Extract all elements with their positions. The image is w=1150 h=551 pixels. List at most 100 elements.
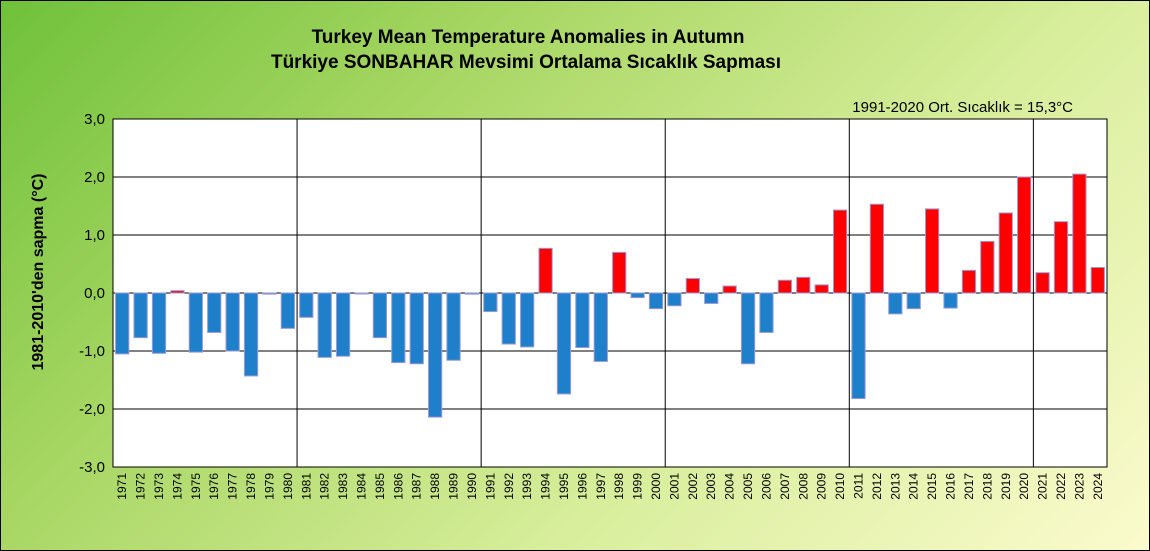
- bar-1984: [354, 292, 369, 295]
- bars: [115, 173, 1105, 418]
- x-tick-label: 1985: [373, 473, 387, 500]
- x-tick-label: 2006: [759, 473, 773, 500]
- x-tick-label: 1992: [502, 473, 516, 500]
- y-tick-label: 1,0: [84, 227, 105, 244]
- x-tick-label: 1995: [557, 473, 571, 500]
- x-tick-label: 2017: [962, 473, 976, 500]
- x-tick-label: 2020: [1017, 473, 1031, 500]
- bar-2015: [925, 208, 940, 294]
- x-tick-label: 2003: [704, 473, 718, 500]
- x-tick-label: 2009: [815, 473, 829, 500]
- x-tick-label: 1999: [631, 473, 645, 500]
- y-tick-label: -2,0: [79, 401, 105, 418]
- x-tick-label: 1975: [189, 473, 203, 500]
- bar-1989: [446, 292, 461, 361]
- bar-1980: [280, 292, 295, 329]
- x-tick-label: 1982: [318, 473, 332, 500]
- bar-2005: [740, 292, 756, 365]
- bar-1996: [575, 292, 590, 349]
- bar-1988: [428, 292, 443, 418]
- mean-temperature-note: 1991-2020 Ort. Sıcaklık = 15,3°C: [852, 99, 1073, 116]
- bar-2007: [777, 279, 792, 294]
- y-axis-label: 1981-2010'den sapma (°C): [30, 174, 47, 371]
- bar-2004: [722, 285, 737, 294]
- bar-1990: [464, 292, 480, 295]
- x-tick-label: 2016: [944, 473, 958, 500]
- bar-1991: [483, 292, 498, 313]
- x-tick-label: 2008: [796, 473, 810, 500]
- bar-2023: [1072, 173, 1087, 294]
- bar-1986: [391, 292, 406, 364]
- bar-2002: [685, 278, 700, 294]
- bar-2019: [998, 212, 1013, 294]
- x-tick-label: 2014: [907, 473, 921, 500]
- bar-1993: [520, 292, 535, 348]
- bar-1995: [556, 292, 572, 395]
- chart-subtitle: Türkiye SONBAHAR Mevsimi Ortalama Sıcakl…: [271, 52, 781, 73]
- bar-1994: [538, 247, 553, 294]
- y-tick-label: 3,0: [84, 111, 105, 128]
- bar-1974: [170, 290, 185, 294]
- bar-1982: [317, 292, 332, 358]
- x-tick-label: 2015: [925, 473, 939, 500]
- bar-1976: [207, 292, 222, 333]
- x-tick-label: 2024: [1091, 473, 1105, 500]
- x-tick-label: 2011: [852, 473, 866, 499]
- bar-1972: [133, 292, 148, 339]
- x-tick-label: 2018: [980, 473, 994, 500]
- bar-2009: [814, 284, 829, 294]
- x-tick-label: 2013: [888, 473, 902, 500]
- x-tick-label: 1987: [410, 473, 424, 500]
- x-tick-label: 2012: [870, 473, 884, 500]
- x-tick-label: 2000: [649, 473, 663, 500]
- bar-1992: [501, 292, 516, 345]
- bar-1999: [630, 292, 645, 299]
- bar-1998: [612, 251, 627, 294]
- x-tick-label: 2004: [723, 473, 737, 500]
- x-tick-label: 2005: [741, 473, 755, 500]
- x-tick-label: 2007: [778, 473, 792, 500]
- x-tick-label: 1998: [612, 473, 626, 500]
- x-tick-label: 1978: [244, 473, 258, 500]
- x-tick-label: 1980: [281, 473, 295, 500]
- chart-title: Turkey Mean Temperature Anomalies in Aut…: [312, 27, 745, 48]
- bar-2022: [1053, 221, 1069, 294]
- bar-1978: [243, 292, 259, 377]
- x-tick-label: 1989: [447, 473, 461, 500]
- x-tick-label: 1990: [465, 473, 479, 500]
- x-tick-label: 1991: [483, 473, 497, 500]
- x-tick-label: 1979: [262, 473, 276, 500]
- x-tick-label: 1997: [594, 473, 608, 500]
- x-tick-label: 2001: [667, 473, 681, 500]
- plot-border: [112, 118, 1108, 468]
- bar-1975: [188, 292, 203, 353]
- x-tick-label: 1988: [428, 473, 442, 500]
- x-tick-label: 1977: [226, 473, 240, 500]
- x-tick-label: 2002: [686, 473, 700, 500]
- x-tick-label: 1994: [539, 473, 553, 500]
- bar-2013: [888, 292, 903, 315]
- x-tick-label: 1976: [207, 473, 221, 500]
- x-tick-label: 1974: [170, 473, 184, 500]
- bar-2016: [943, 292, 958, 309]
- x-tick-label: 1972: [134, 473, 148, 500]
- bar-2003: [704, 292, 719, 304]
- x-tick-label: 2019: [999, 473, 1013, 500]
- bar-2012: [869, 203, 885, 294]
- x-tick-label: 2022: [1054, 473, 1068, 500]
- bar-2020: [1017, 176, 1032, 294]
- bar-2000: [648, 292, 664, 310]
- x-tick-label: 1984: [355, 473, 369, 500]
- bar-2021: [1035, 272, 1050, 294]
- bar-2014: [906, 292, 921, 310]
- bar-1973: [151, 292, 167, 354]
- x-tick-label: 1983: [336, 473, 350, 500]
- bar-2017: [961, 269, 977, 294]
- bar-2001: [667, 292, 682, 307]
- y-tick-label: -1,0: [79, 343, 105, 360]
- x-tick-label: 1973: [152, 473, 166, 500]
- bar-1977: [225, 292, 240, 352]
- bar-2008: [796, 276, 811, 294]
